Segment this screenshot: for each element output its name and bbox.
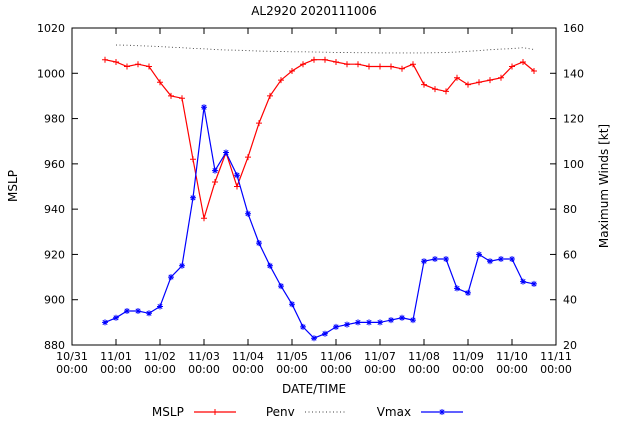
y-tick-label-left: 980	[44, 113, 65, 126]
mslp-markers	[102, 56, 537, 222]
y-tick-label-right: 80	[563, 203, 577, 216]
vmax-line	[104, 107, 535, 339]
legend-item-mslp: MSLP	[152, 405, 240, 419]
legend-item-penv: Penv	[266, 405, 351, 419]
y-tick-label-left: 960	[44, 158, 65, 171]
x-tick-time-label: 00:00	[232, 363, 264, 376]
x-tick-time-label: 00:00	[364, 363, 396, 376]
y-tick-label-right: 120	[563, 113, 584, 126]
series-vmax	[102, 104, 537, 342]
x-tick-time-label: 00:00	[320, 363, 352, 376]
legend-sample-mslp-line	[193, 409, 236, 415]
x-tick-time-label: 00:00	[276, 363, 308, 376]
y-tick-label-right: 20	[563, 339, 577, 352]
legend-label-penv: Penv	[265, 405, 295, 419]
x-tick-time-label: 00:00	[540, 363, 572, 376]
y-tick-label-right: 160	[563, 22, 584, 35]
series-mslp	[102, 56, 537, 222]
x-tick-time-label: 00:00	[188, 363, 220, 376]
chart-title: AL2920 2020111006	[251, 4, 377, 18]
x-tick-date-label: 11/05	[276, 350, 308, 363]
mslp-line	[104, 59, 535, 219]
axis-ticks	[71, 27, 557, 346]
x-tick-date-label: 11/07	[364, 350, 396, 363]
y-tick-label-left: 1000	[37, 67, 65, 80]
vmax-markers	[102, 104, 537, 342]
y-tick-label-left: 1020	[37, 22, 65, 35]
y-tick-label-right: 140	[563, 67, 584, 80]
y-tick-label-right: 60	[563, 248, 577, 261]
legend: MSLP Penv Vmax	[0, 405, 619, 419]
series-penv	[115, 44, 535, 54]
x-tick-time-label: 00:00	[408, 363, 440, 376]
x-tick-date-label: 11/04	[232, 350, 264, 363]
x-tick-date-label: 11/06	[320, 350, 352, 363]
x-tick-date-label: 11/02	[144, 350, 176, 363]
x-axis-label: DATE/TIME	[281, 382, 347, 396]
legend-sample-vmax-line	[421, 409, 464, 415]
x-tick-date-label: 11/01	[100, 350, 132, 363]
x-tick-date-label: 11/03	[188, 350, 220, 363]
y-tick-label-left: 880	[44, 339, 65, 352]
penv-line	[115, 44, 535, 54]
x-tick-time-label: 00:00	[144, 363, 176, 376]
legend-label-mslp: MSLP	[151, 405, 184, 419]
x-tick-time-label: 00:00	[100, 363, 132, 376]
y-tick-label-left: 900	[44, 294, 65, 307]
x-tick-date-label: 11/08	[408, 350, 440, 363]
x-tick-time-label: 00:00	[56, 363, 88, 376]
legend-sample-penv-line	[304, 411, 347, 413]
y-tick-label-right: 40	[563, 294, 577, 307]
x-tick-time-label: 00:00	[452, 363, 484, 376]
y-tick-label-right: 100	[563, 158, 584, 171]
x-tick-date-label: 10/31	[56, 350, 88, 363]
y-tick-label-left: 940	[44, 203, 65, 216]
plot-frame	[71, 27, 557, 346]
axis-tick-labels: 880 900 920 940 960 980 1000 1020 20 40 60 80 100 120…	[37, 22, 584, 376]
legend-item-vmax: Vmax	[377, 405, 467, 419]
x-tick-date-label: 11/10	[496, 350, 528, 363]
y-tick-label-left: 920	[44, 248, 65, 261]
x-tick-date-label: 11/09	[452, 350, 484, 363]
legend-label-vmax: Vmax	[376, 405, 412, 419]
x-tick-date-label: 11/11	[540, 350, 572, 363]
x-tick-time-label: 00:00	[496, 363, 528, 376]
